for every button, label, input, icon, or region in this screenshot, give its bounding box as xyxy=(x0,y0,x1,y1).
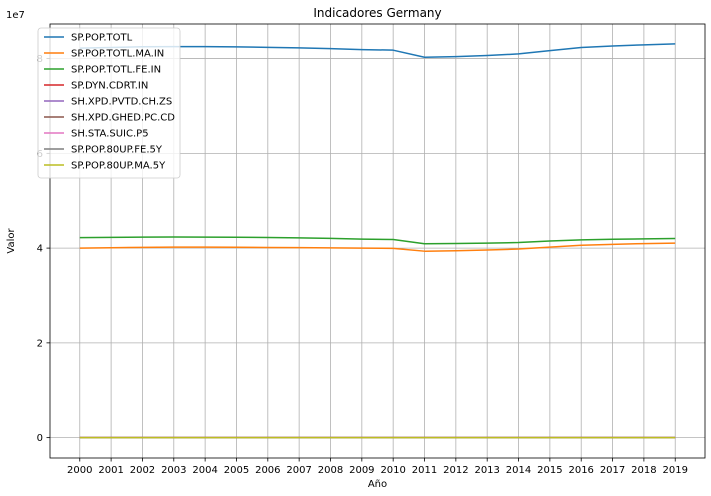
legend-label: SP.DYN.CDRT.IN xyxy=(71,81,148,92)
x-tick-label: 2012 xyxy=(443,465,468,476)
y-tick-label: 0 xyxy=(37,433,43,444)
legend-label: SH.XPD.GHED.PC.CD xyxy=(71,113,175,124)
x-tick-label: 2011 xyxy=(412,465,437,476)
legend-label: SP.POP.TOTL xyxy=(71,33,133,44)
x-tick-label: 2018 xyxy=(631,465,656,476)
series-line-2 xyxy=(79,236,676,245)
x-tick-label: 2007 xyxy=(286,465,311,476)
legend-label: SP.POP.80UP.FE.5Y xyxy=(71,145,163,156)
y-axis-offset-label: 1e7 xyxy=(6,10,25,21)
x-tick-label: 2016 xyxy=(568,465,593,476)
x-tick-label: 2002 xyxy=(130,465,155,476)
legend-label: SH.STA.SUIC.P5 xyxy=(71,129,149,140)
plot-frame xyxy=(49,23,706,459)
x-axis-label: Año xyxy=(368,479,387,490)
legend-label: SP.POP.80UP.MA.5Y xyxy=(71,161,166,172)
legend: SP.POP.TOTL SP.POP.TOTL.MA.IN SP.POP.TOTL.… xyxy=(37,27,181,179)
x-tick-label: 2009 xyxy=(349,465,374,476)
x-tick-label: 2014 xyxy=(506,465,531,476)
x-tick-label: 2001 xyxy=(98,465,123,476)
series-lines xyxy=(79,43,676,439)
x-tick-label: 2000 xyxy=(67,465,92,476)
legend-label: SH.XPD.PVTD.CH.ZS xyxy=(71,97,172,108)
x-axis: 2000 2001 2002 2003 2004 2005 2006 2007 2008 2009… xyxy=(67,458,688,476)
x-tick-label: 2017 xyxy=(600,465,625,476)
x-tick-label: 2015 xyxy=(537,465,562,476)
x-tick-label: 2003 xyxy=(161,465,186,476)
y-axis-label: Valor xyxy=(6,228,17,254)
y-tick-label: 4 xyxy=(37,244,43,255)
legend-label: SP.POP.TOTL.FE.IN xyxy=(71,65,161,76)
legend-box xyxy=(37,27,181,179)
x-tick-label: 2005 xyxy=(224,465,249,476)
legend-label: SP.POP.TOTL.MA.IN xyxy=(71,49,164,60)
x-tick-label: 2013 xyxy=(474,465,499,476)
series-line-1 xyxy=(79,242,676,252)
x-tick-label: 2019 xyxy=(663,465,688,476)
y-tick-label: 2 xyxy=(37,338,43,349)
x-tick-label: 2006 xyxy=(255,465,280,476)
x-tick-label: 2010 xyxy=(380,465,405,476)
chart-title: Indicadores Germany xyxy=(313,6,441,20)
x-tick-label: 2004 xyxy=(192,465,217,476)
x-tick-label: 2008 xyxy=(318,465,343,476)
